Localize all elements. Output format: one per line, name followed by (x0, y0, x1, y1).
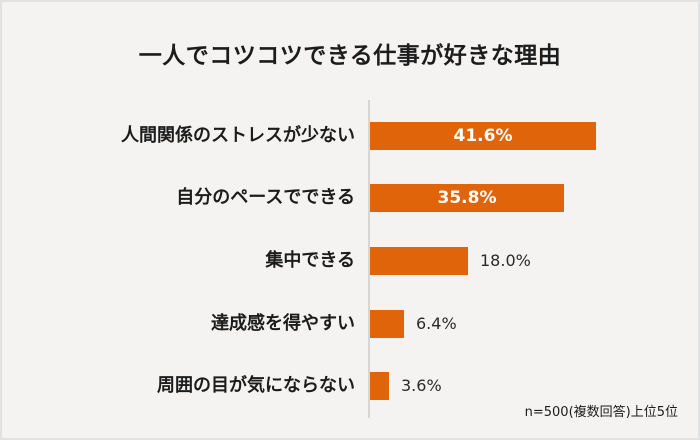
category-label: 集中できる (265, 250, 355, 271)
value-label: 35.8% (437, 188, 497, 208)
bar-row: 達成感を得やすい 6.4% (0, 310, 700, 338)
bar-row: 集中できる 18.0% (0, 247, 700, 275)
bar: 35.8% (370, 184, 564, 212)
category-label: 達成感を得やすい (211, 313, 355, 334)
sample-note: n=500(複数回答)上位5位 (524, 405, 678, 420)
bar (370, 372, 389, 400)
y-axis-line (368, 100, 370, 418)
bar (370, 247, 468, 275)
value-label: 41.6% (453, 126, 513, 146)
bar (370, 310, 404, 338)
value-label: 3.6% (401, 376, 442, 395)
bar-row: 周囲の目が気にならない 3.6% (0, 372, 700, 400)
bar-row: 自分のペースでできる 35.8% (0, 184, 700, 212)
category-label: 自分のペースでできる (176, 187, 355, 208)
category-label: 周囲の目が気にならない (157, 375, 355, 396)
chart-title: 一人でコツコツできる仕事が好きな理由 (138, 43, 562, 69)
category-label: 人間関係のストレスが少ない (121, 125, 355, 146)
bar: 41.6% (370, 122, 596, 150)
value-label: 18.0% (480, 251, 531, 270)
bar-row: 人間関係のストレスが少ない 41.6% (0, 122, 700, 150)
value-label: 6.4% (416, 314, 457, 333)
